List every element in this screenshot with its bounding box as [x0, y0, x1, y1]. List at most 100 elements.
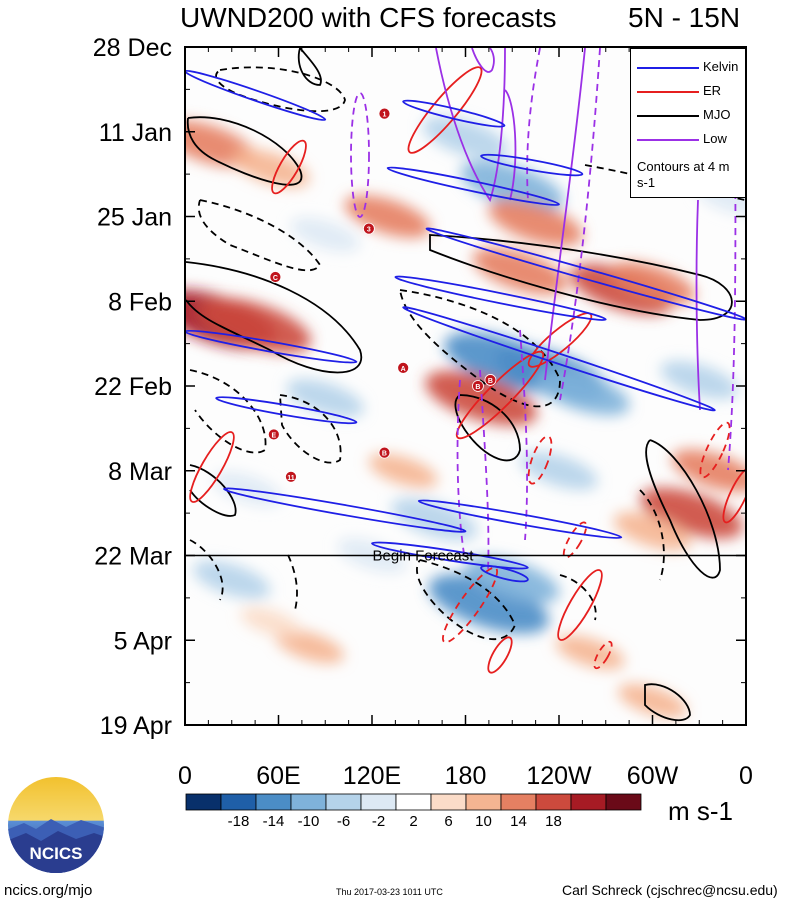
anomaly-blob — [535, 368, 630, 416]
tc-marker-label: 3 — [367, 227, 371, 234]
colorbar-tick-label: 2 — [409, 813, 417, 830]
tc-marker — [267, 428, 280, 441]
kelvin-contour — [402, 99, 506, 128]
er-positive-contour — [189, 431, 235, 503]
mjo-negative-contour — [559, 574, 597, 621]
anomaly-blob — [275, 629, 345, 664]
colorbar-swatch — [360, 793, 397, 811]
colorbar-swatch — [535, 793, 572, 811]
mjo-negative-contour — [215, 66, 346, 113]
er-negative-contour — [442, 566, 498, 644]
kelvin-contour — [371, 541, 529, 570]
tc-marker-label: B — [382, 451, 387, 458]
anomaly-blob — [422, 116, 509, 159]
legend-label-low: Low — [703, 131, 727, 146]
anomaly-blob — [613, 512, 692, 551]
tc-marker — [362, 222, 375, 235]
mjo-positive-contour — [429, 234, 733, 321]
y-tick-label: 22 Mar — [94, 543, 172, 571]
mjo-negative-contour — [639, 489, 665, 581]
colorbar-tick-label: 14 — [510, 813, 527, 830]
x-tick-label: 60W — [627, 762, 679, 790]
footer-timestamp: Thu 2017-03-23 1011 UTC — [336, 887, 443, 897]
anomaly-blob — [193, 560, 271, 599]
anomaly-blob — [185, 120, 256, 168]
tc-marker — [269, 271, 282, 283]
kelvin-contour — [223, 487, 467, 533]
x-tick-label: 60E — [256, 762, 300, 790]
tc-marker — [285, 470, 297, 483]
colorbar-units: m s-1 — [668, 796, 733, 826]
forecast-start-label: Begin Forecast — [373, 548, 475, 565]
low-frequency-contour — [504, 89, 517, 201]
anomaly-blob — [344, 195, 431, 238]
mjo-negative-contour — [416, 559, 516, 641]
y-tick-label: 8 Feb — [108, 288, 172, 316]
legend: Kelvin ER MJO Low Contours at 4 m s-1 — [630, 48, 746, 198]
anomaly-blob — [639, 487, 743, 539]
anomaly-blob — [368, 453, 438, 488]
tc-marker-label: C — [273, 275, 278, 282]
tc-marker-label: B — [488, 378, 493, 385]
mjo-positive-contour — [644, 683, 691, 722]
contour-note: Contours at 4 m s-1 — [637, 159, 730, 190]
legend-swatch-kelvin — [637, 67, 699, 69]
y-tick-label: 22 Feb — [94, 373, 172, 401]
low-frequency-contour — [695, 199, 701, 411]
anomaly-blob — [240, 607, 301, 637]
kelvin-contour — [394, 275, 607, 321]
colorbar-swatch — [185, 793, 222, 811]
y-tick-label: 19 Apr — [100, 712, 172, 740]
legend-swatch-low — [637, 139, 699, 141]
low-frequency-contour — [350, 92, 370, 218]
tc-marker — [397, 361, 410, 374]
colorbar-tick-label: -2 — [372, 813, 385, 830]
colorbar-swatch — [605, 793, 642, 811]
x-axis: 0 60E 120E 180 120W 60W 0 — [178, 47, 753, 790]
anomaly-field — [185, 116, 746, 718]
er-negative-contour — [562, 521, 588, 559]
anomaly-blob — [520, 451, 598, 490]
low-frequency-contour — [471, 47, 495, 73]
mjo-positive-contour — [645, 439, 721, 579]
low-contours — [350, 47, 737, 571]
tc-marker-label: B — [475, 384, 480, 391]
er-negative-contour — [699, 421, 731, 479]
x-tick-label: 120W — [526, 762, 592, 790]
footer-website: ncics.org/mjo — [4, 882, 93, 899]
x-tick-label: 180 — [445, 762, 487, 790]
legend-label-er: ER — [703, 83, 722, 98]
anomaly-blob — [618, 683, 687, 718]
legend-item-er: ER — [637, 83, 743, 99]
anomaly-blob — [488, 199, 583, 246]
x-tick-label: 0 — [739, 762, 753, 790]
colorbar-swatch — [220, 793, 257, 811]
y-tick-label: 28 Dec — [93, 34, 172, 62]
y-tick-label: 25 Jan — [97, 204, 172, 232]
anomaly-blob — [472, 247, 568, 295]
colorbar: -18 -14 -10 -6 -2 2 6 10 14 18 — [185, 793, 642, 830]
colorbar-swatch — [430, 793, 467, 811]
tc-marker-label: E — [271, 432, 276, 439]
legend-item-kelvin: Kelvin — [637, 59, 743, 75]
colorbar-swatch — [570, 793, 607, 811]
colorbar-swatch — [465, 793, 502, 811]
tc-marker — [378, 446, 391, 459]
chart-title: UWND200 with CFS forecasts — [180, 2, 557, 33]
ncics-logo: NCICS — [8, 777, 104, 873]
tc-marker-label: A — [401, 366, 406, 373]
mjo-negative-contour — [399, 289, 561, 408]
legend-label-kelvin: Kelvin — [703, 59, 739, 74]
y-tick-label: 5 Apr — [114, 627, 172, 655]
mjo-negative-contour — [279, 393, 342, 464]
chart-region-label: 5N - 15N — [628, 2, 741, 33]
colorbar-tick-label: 10 — [475, 813, 492, 830]
kelvin-contour — [215, 396, 358, 425]
mjo-positive-contour — [454, 394, 521, 462]
x-tick-label: 120E — [343, 762, 401, 790]
anomaly-blob — [232, 149, 310, 188]
colorbar-swatch — [325, 793, 362, 811]
tc-marker — [484, 374, 497, 386]
colorbar-tick-label: -6 — [337, 813, 350, 830]
